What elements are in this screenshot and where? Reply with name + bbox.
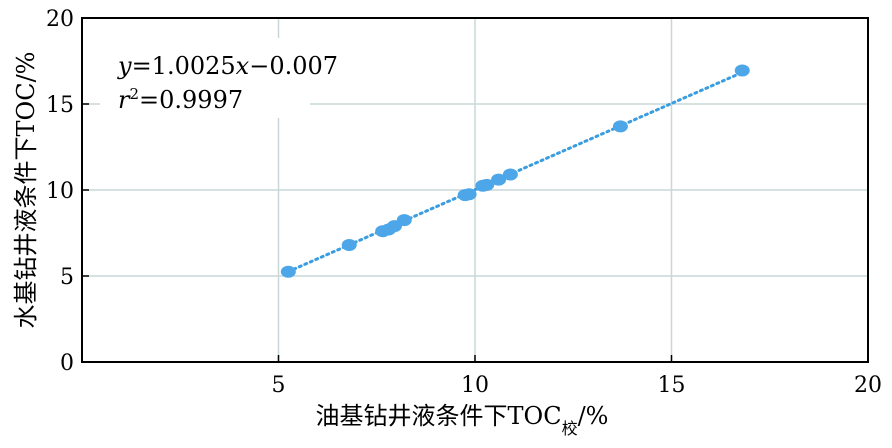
data-points <box>280 64 750 278</box>
data-point <box>479 178 495 191</box>
y-tick-label: 20 <box>46 7 74 32</box>
r2-value: =0.9997 <box>139 86 243 114</box>
x-axis-title: 油基钻井液条件下TOC校/% <box>316 402 609 438</box>
equation-background <box>100 38 310 118</box>
x-axis-title-unit: /% <box>578 402 609 430</box>
y-tick-label: 10 <box>46 179 74 204</box>
x-axis-title-subscript: 校 <box>562 419 578 438</box>
axis-ticks: 5 10 15 20 0 5 10 15 20 <box>46 7 882 398</box>
x-tick-label: 20 <box>854 373 882 398</box>
equation-coef: =1.0025 <box>132 52 236 80</box>
y-axis-title: 水基钻井液条件下TOC/% <box>12 52 40 329</box>
equation-label: y=1.0025x−0.007 <box>117 52 338 80</box>
x-tick-label: 10 <box>461 373 489 398</box>
y-tick-label: 15 <box>46 93 74 118</box>
data-point <box>734 64 750 77</box>
data-point <box>502 168 518 181</box>
x-tick-label: 5 <box>272 373 286 398</box>
y-tick-label: 5 <box>60 265 74 290</box>
r2-superscript: 2 <box>129 85 139 103</box>
data-point <box>396 214 412 227</box>
r2-r-var: r <box>118 86 131 114</box>
equation-intercept: −0.007 <box>249 52 338 80</box>
equation-x-var: x <box>236 52 250 80</box>
data-point <box>280 265 296 278</box>
x-tick-label: 15 <box>658 373 686 398</box>
equation-y-var: y <box>117 52 132 80</box>
y-tick-label: 0 <box>60 351 74 376</box>
x-axis-title-main: 油基钻井液条件下TOC <box>316 402 562 430</box>
data-point <box>491 173 507 186</box>
r-squared-label: r2=0.9997 <box>118 85 243 114</box>
data-point <box>341 239 357 252</box>
data-point <box>612 120 628 133</box>
data-point <box>461 188 477 201</box>
